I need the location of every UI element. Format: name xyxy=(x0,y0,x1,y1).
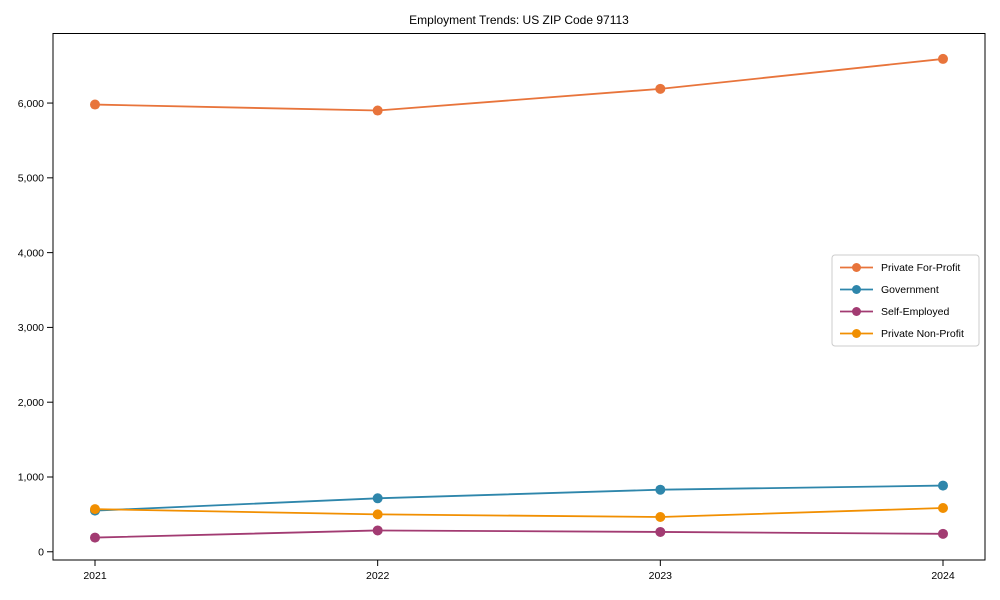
legend-item-government: Government xyxy=(840,284,939,296)
x-tick-label: 2023 xyxy=(649,570,673,582)
legend-marker xyxy=(852,285,861,294)
series-marker-government xyxy=(372,493,383,504)
legend-box xyxy=(831,254,980,347)
y-tick-label: 5,000 xyxy=(18,173,44,185)
y-tick-label: 6,000 xyxy=(18,98,44,110)
legend-label: Private For-Profit xyxy=(881,262,960,274)
legend-item-private-non-profit: Private Non-Profit xyxy=(840,328,964,340)
x-tick-label: 2021 xyxy=(83,570,107,582)
series-line-private-non-profit xyxy=(94,507,944,518)
x-tick-label: 2022 xyxy=(366,570,390,582)
legend-label: Private Non-Profit xyxy=(881,328,964,340)
legend-marker xyxy=(852,329,861,338)
legend-marker xyxy=(852,307,861,316)
series-marker-private-non-profit xyxy=(372,509,383,520)
series-marker-self-employed xyxy=(655,526,666,537)
series-line-self-employed xyxy=(94,529,944,539)
x-tick-label: 2024 xyxy=(931,570,955,582)
y-tick-label: 0 xyxy=(38,546,44,558)
series-marker-private-non-profit xyxy=(938,503,948,514)
series-marker-self-employed xyxy=(372,525,383,536)
series-marker-self-employed xyxy=(90,532,100,543)
legend: Private For-Profit Government Self-Employe… xyxy=(831,254,980,347)
series-line-government xyxy=(94,484,944,512)
series-marker-private-non-profit xyxy=(90,504,100,515)
series-marker-government xyxy=(938,480,948,491)
series-marker-private-for-profit xyxy=(938,53,948,64)
legend-label: Self-Employed xyxy=(881,306,949,318)
chart-title: Employment Trends: US ZIP Code 97113 xyxy=(409,13,629,27)
y-tick-label: 2,000 xyxy=(18,397,44,409)
axes-spines xyxy=(52,33,986,561)
series-marker-private-for-profit xyxy=(90,99,100,110)
series-marker-private-non-profit xyxy=(655,511,666,522)
series-marker-private-for-profit xyxy=(655,83,666,94)
y-tick-label: 3,000 xyxy=(18,322,44,334)
legend-label: Government xyxy=(881,284,939,296)
series-marker-self-employed xyxy=(938,528,948,539)
y-tick-label: 4,000 xyxy=(18,247,44,259)
series-marker-government xyxy=(655,484,666,495)
legend-item-self-employed: Self-Employed xyxy=(840,306,949,318)
series-marker-private-for-profit xyxy=(372,105,383,116)
legend-item-private-for-profit: Private For-Profit xyxy=(840,262,960,274)
series-line-private-for-profit xyxy=(94,58,944,112)
y-tick-label: 1,000 xyxy=(18,472,44,484)
legend-marker xyxy=(852,263,861,272)
